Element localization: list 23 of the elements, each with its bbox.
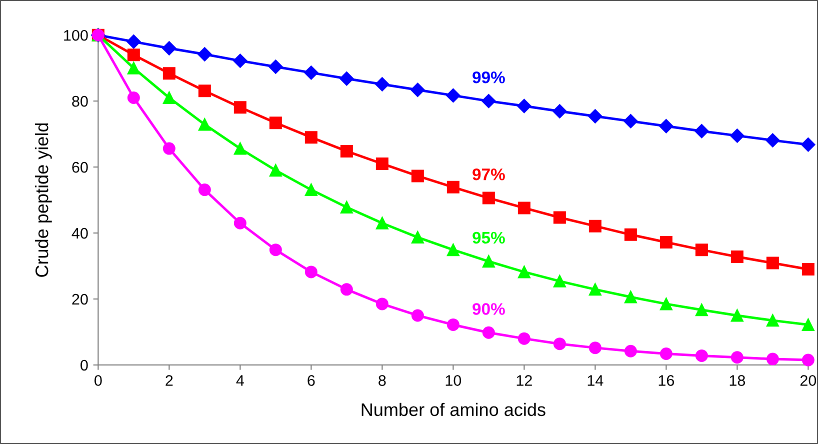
series-label: 90% — [472, 303, 505, 315]
y-tick-label: 60 — [72, 162, 88, 173]
y-tick-label: 0 — [80, 360, 88, 371]
x-tick-label: 14 — [588, 375, 604, 386]
x-tick-label: 18 — [730, 375, 746, 386]
x-tick-label: 20 — [800, 375, 816, 386]
y-tick-label: 40 — [72, 228, 88, 239]
series-label: 99% — [472, 72, 505, 84]
x-tick-label: 12 — [516, 375, 532, 386]
series-label: 97% — [472, 168, 505, 180]
x-tick-label: 2 — [166, 375, 173, 386]
x-axis-title: Number of amino acids — [362, 402, 546, 416]
x-tick-label: 16 — [658, 375, 674, 386]
x-tick-label: 6 — [308, 375, 315, 386]
y-tick-label: 80 — [72, 96, 88, 107]
x-tick-label: 8 — [378, 375, 386, 386]
x-tick-label: 4 — [236, 375, 244, 386]
y-tick-label: 100 — [64, 30, 88, 41]
y-axis-title: Crude peptide yield — [35, 123, 52, 277]
y-tick-label: 20 — [72, 294, 88, 305]
x-tick-label: 10 — [446, 375, 462, 386]
series-label: 95% — [472, 232, 505, 244]
x-tick-label: 0 — [94, 375, 102, 386]
